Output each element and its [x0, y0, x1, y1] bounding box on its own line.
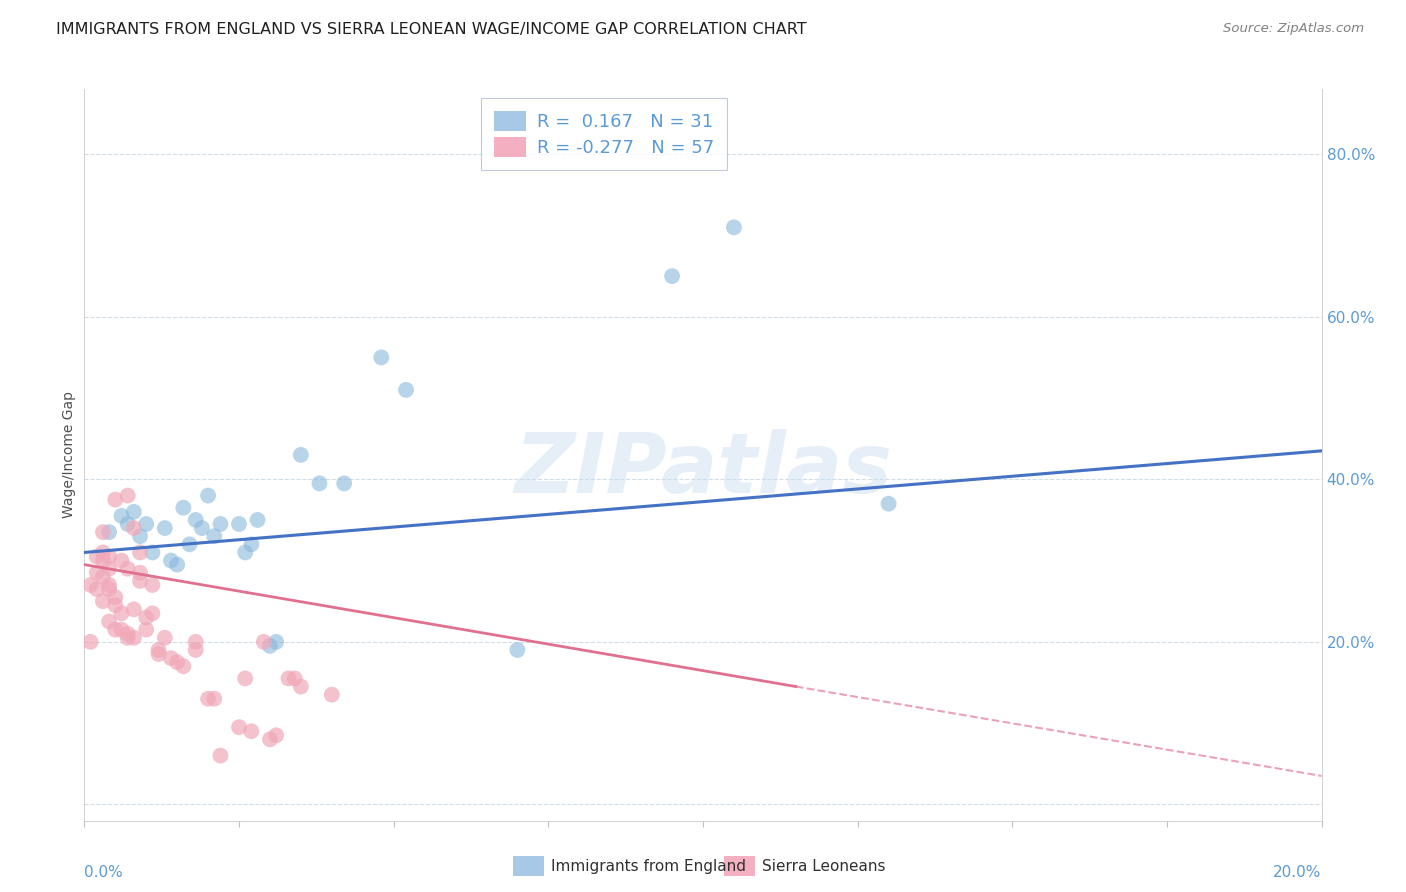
Point	[506, 643, 529, 657]
Point	[104, 492, 127, 507]
Point	[122, 521, 145, 535]
Point	[284, 672, 307, 686]
Point	[86, 566, 108, 580]
Point	[184, 643, 207, 657]
Point	[233, 545, 256, 559]
Point	[166, 558, 188, 572]
Point	[209, 516, 232, 531]
Point	[172, 659, 194, 673]
Point	[135, 516, 157, 531]
Point	[160, 651, 183, 665]
Point	[117, 516, 139, 531]
Point	[98, 525, 121, 540]
Point	[135, 610, 157, 624]
Point	[148, 647, 170, 661]
Point	[228, 516, 250, 531]
Legend: R =  0.167   N = 31, R = -0.277   N = 57: R = 0.167 N = 31, R = -0.277 N = 57	[481, 98, 727, 169]
Point	[104, 590, 127, 604]
Point	[129, 529, 152, 543]
Point	[91, 594, 114, 608]
Text: 0.0%: 0.0%	[84, 864, 124, 880]
Point	[259, 639, 281, 653]
Point	[209, 748, 232, 763]
Point	[110, 623, 132, 637]
Point	[141, 578, 163, 592]
Point	[104, 623, 127, 637]
Text: 20.0%: 20.0%	[1274, 864, 1322, 880]
Point	[153, 521, 176, 535]
Point	[290, 448, 312, 462]
Point	[264, 728, 287, 742]
Point	[191, 521, 214, 535]
Point	[110, 553, 132, 567]
Point	[117, 562, 139, 576]
Point	[141, 607, 163, 621]
Point	[86, 582, 108, 596]
Point	[179, 537, 201, 551]
Y-axis label: Wage/Income Gap: Wage/Income Gap	[62, 392, 76, 518]
Point	[129, 545, 152, 559]
Point	[79, 635, 101, 649]
Text: IMMIGRANTS FROM ENGLAND VS SIERRA LEONEAN WAGE/INCOME GAP CORRELATION CHART: IMMIGRANTS FROM ENGLAND VS SIERRA LEONEA…	[56, 22, 807, 37]
Point	[333, 476, 356, 491]
Point	[98, 578, 121, 592]
Point	[197, 489, 219, 503]
Point	[117, 626, 139, 640]
Point	[277, 672, 299, 686]
Point	[202, 529, 225, 543]
Point	[259, 732, 281, 747]
Point	[370, 351, 392, 365]
Point	[135, 623, 157, 637]
Point	[98, 582, 121, 596]
Point	[86, 549, 108, 564]
Point	[184, 635, 207, 649]
Point	[202, 691, 225, 706]
Point	[91, 570, 114, 584]
Point	[110, 508, 132, 523]
Point	[91, 525, 114, 540]
Text: Immigrants from England: Immigrants from England	[551, 859, 747, 873]
Point	[122, 631, 145, 645]
Point	[172, 500, 194, 515]
Point	[240, 724, 263, 739]
Point	[246, 513, 269, 527]
Point	[117, 631, 139, 645]
Text: Source: ZipAtlas.com: Source: ZipAtlas.com	[1223, 22, 1364, 36]
Point	[148, 643, 170, 657]
Text: ZIPatlas: ZIPatlas	[515, 429, 891, 510]
Point	[184, 513, 207, 527]
Point	[122, 505, 145, 519]
Point	[104, 599, 127, 613]
Point	[117, 489, 139, 503]
Point	[661, 269, 683, 284]
Point	[98, 549, 121, 564]
Point	[160, 553, 183, 567]
Point	[98, 615, 121, 629]
Point	[110, 607, 132, 621]
Point	[141, 545, 163, 559]
Point	[197, 691, 219, 706]
Point	[308, 476, 330, 491]
Point	[233, 672, 256, 686]
Point	[91, 545, 114, 559]
Point	[240, 537, 263, 551]
Point	[253, 635, 276, 649]
Point	[129, 574, 152, 588]
Point	[79, 578, 101, 592]
Point	[153, 631, 176, 645]
Point	[98, 562, 121, 576]
Text: Sierra Leoneans: Sierra Leoneans	[762, 859, 886, 873]
Point	[321, 688, 343, 702]
Point	[228, 720, 250, 734]
Point	[290, 680, 312, 694]
Point	[91, 553, 114, 567]
Point	[264, 635, 287, 649]
Point	[122, 602, 145, 616]
Point	[166, 655, 188, 669]
Point	[723, 220, 745, 235]
Point	[877, 497, 900, 511]
Point	[129, 566, 152, 580]
Point	[395, 383, 418, 397]
